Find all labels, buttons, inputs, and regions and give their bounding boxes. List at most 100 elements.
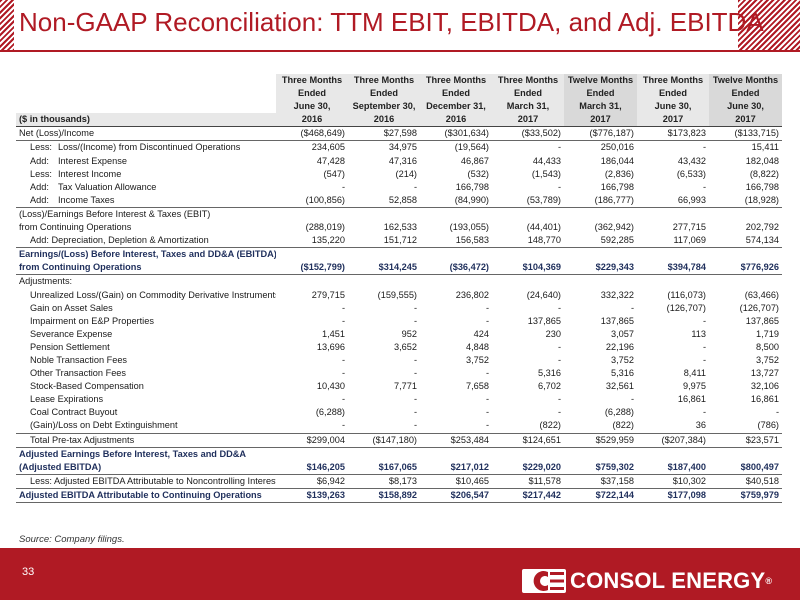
cell-value: - (413, 368, 417, 379)
row-label-text: Interest Income (58, 168, 122, 179)
col-header-line1: Twelve Months (709, 74, 782, 88)
row-label: Add: Interest Expense (16, 155, 276, 168)
cell-value: 15,411 (751, 142, 779, 153)
cell-value: $722,144 (564, 488, 637, 504)
row-label: Net (Loss)/Income (16, 126, 276, 142)
cell-value: - (702, 315, 706, 326)
cell-value: 1,451 (322, 328, 345, 339)
col-header-line2: Ended (276, 87, 348, 101)
cell-value: $10,302 (637, 474, 709, 489)
cell-value (637, 248, 709, 262)
col-header-line1: Twelve Months (564, 74, 637, 88)
cell-value: - (341, 394, 345, 405)
cell-value: - (630, 394, 634, 405)
cell-value: (362,942) (594, 222, 634, 233)
cell-value: 3,057 (611, 328, 634, 339)
cell-value (492, 207, 564, 221)
row-prefix: Add: (30, 155, 49, 166)
cell-value: $217,442 (492, 488, 564, 504)
cell-value: (6,533) (676, 168, 706, 179)
cell-value: $177,098 (637, 488, 709, 504)
col-header-line3: June 30, (276, 100, 348, 114)
table-row: Add: Interest Expense 47,428 47,316 46,86… (16, 155, 782, 168)
row-label: Less: Interest Income (16, 168, 276, 181)
cell-value: - (557, 302, 561, 313)
cell-value: (547) (323, 168, 345, 179)
corner-hatch-right (738, 0, 800, 52)
cell-value: 4,848 (466, 341, 489, 352)
cell-value: $800,497 (709, 460, 782, 475)
row-label: Add: Income Taxes (16, 193, 276, 208)
cell-value: 137,865 (527, 315, 561, 326)
cell-value (492, 248, 564, 262)
corner-hatch-left (0, 0, 14, 52)
cell-value: - (413, 354, 417, 365)
cell-value: (53,789) (492, 193, 564, 208)
cell-value (276, 447, 348, 461)
header-spacer (16, 100, 276, 114)
cell-value (348, 447, 420, 461)
cell-value: 46,867 (460, 155, 489, 166)
cell-value: $11,578 (492, 474, 564, 489)
cell-value: $23,571 (709, 433, 782, 448)
cell-value: (186,777) (564, 193, 637, 208)
table-row: Pension Settlement 13,696 3,652 4,848 - … (16, 341, 782, 354)
cell-value (564, 248, 637, 262)
cell-value: 7,658 (466, 381, 489, 392)
cell-value: 32,106 (750, 381, 779, 392)
cell-value: (116,073) (667, 289, 706, 300)
cell-value: $206,547 (420, 488, 492, 504)
cell-value: 13,727 (750, 368, 779, 379)
row-label-text: Income Taxes (58, 194, 115, 205)
table-row: Less: Loss/(Income) from Discontinued Ope… (16, 141, 782, 155)
row-label: Stock-Based Compensation (30, 381, 144, 392)
cell-value (637, 207, 709, 221)
cell-value: ($301,634) (420, 126, 492, 142)
table-row: from Continuing Operations (288,019) 162… (16, 221, 782, 234)
cell-value: 3,752 (756, 354, 779, 365)
row-label: Adjusted Earnings Before Interest, Taxes… (19, 448, 247, 459)
row-label: Pension Settlement (30, 341, 110, 352)
cell-value: (6,288) (315, 407, 345, 418)
cell-value: $40,518 (709, 474, 782, 489)
cell-value: $759,979 (709, 488, 782, 504)
table-row: Add: Income Taxes (100,856) 52,858 (84,99… (16, 193, 782, 208)
header-spacer (16, 87, 276, 101)
cell-value (420, 447, 492, 461)
cell-value: 332,322 (600, 289, 634, 300)
cell-value (276, 207, 348, 221)
cell-value: $6,942 (276, 474, 348, 489)
cell-value: 8,411 (683, 368, 706, 379)
cell-value: $314,245 (348, 261, 420, 276)
col-header-line3: June 30, (637, 100, 709, 114)
cell-value: 3,752 (466, 354, 489, 365)
consol-logo-icon (522, 569, 566, 593)
cell-value (709, 207, 782, 221)
cell-value: ($147,180) (348, 433, 420, 448)
cell-value: $10,465 (420, 474, 492, 489)
footer-bar (0, 548, 800, 600)
cell-value: 22,196 (605, 341, 634, 352)
cell-value: 36 (637, 419, 709, 434)
cell-value: (24,640) (526, 289, 561, 300)
row-label-text: Tax Valuation Allowance (58, 181, 157, 192)
cell-value: 182,048 (745, 155, 779, 166)
cell-value (564, 207, 637, 221)
cell-value: 236,802 (455, 289, 489, 300)
cell-value: 43,432 (677, 155, 706, 166)
header-spacer (16, 74, 276, 88)
cell-value: - (341, 368, 345, 379)
cell-value: 6,702 (538, 381, 561, 392)
table-row: Stock-Based Compensation 10,430 7,771 7,… (16, 380, 782, 393)
cell-value: $229,020 (492, 460, 564, 475)
header-row-year: ($ in thousands) 2016 2016 2016 2017 201… (16, 113, 782, 128)
cell-value: - (485, 407, 489, 418)
cell-value: $529,959 (564, 433, 637, 448)
cell-value: 113 (691, 328, 706, 339)
cell-value: 424 (473, 328, 489, 339)
cell-value: $124,651 (492, 433, 564, 448)
row-label: Lease Expirations (30, 394, 104, 405)
cell-value: 137,865 (600, 315, 634, 326)
cell-value (637, 275, 709, 289)
row-label: (Gain)/Loss on Debt Extinguishment (16, 419, 276, 434)
